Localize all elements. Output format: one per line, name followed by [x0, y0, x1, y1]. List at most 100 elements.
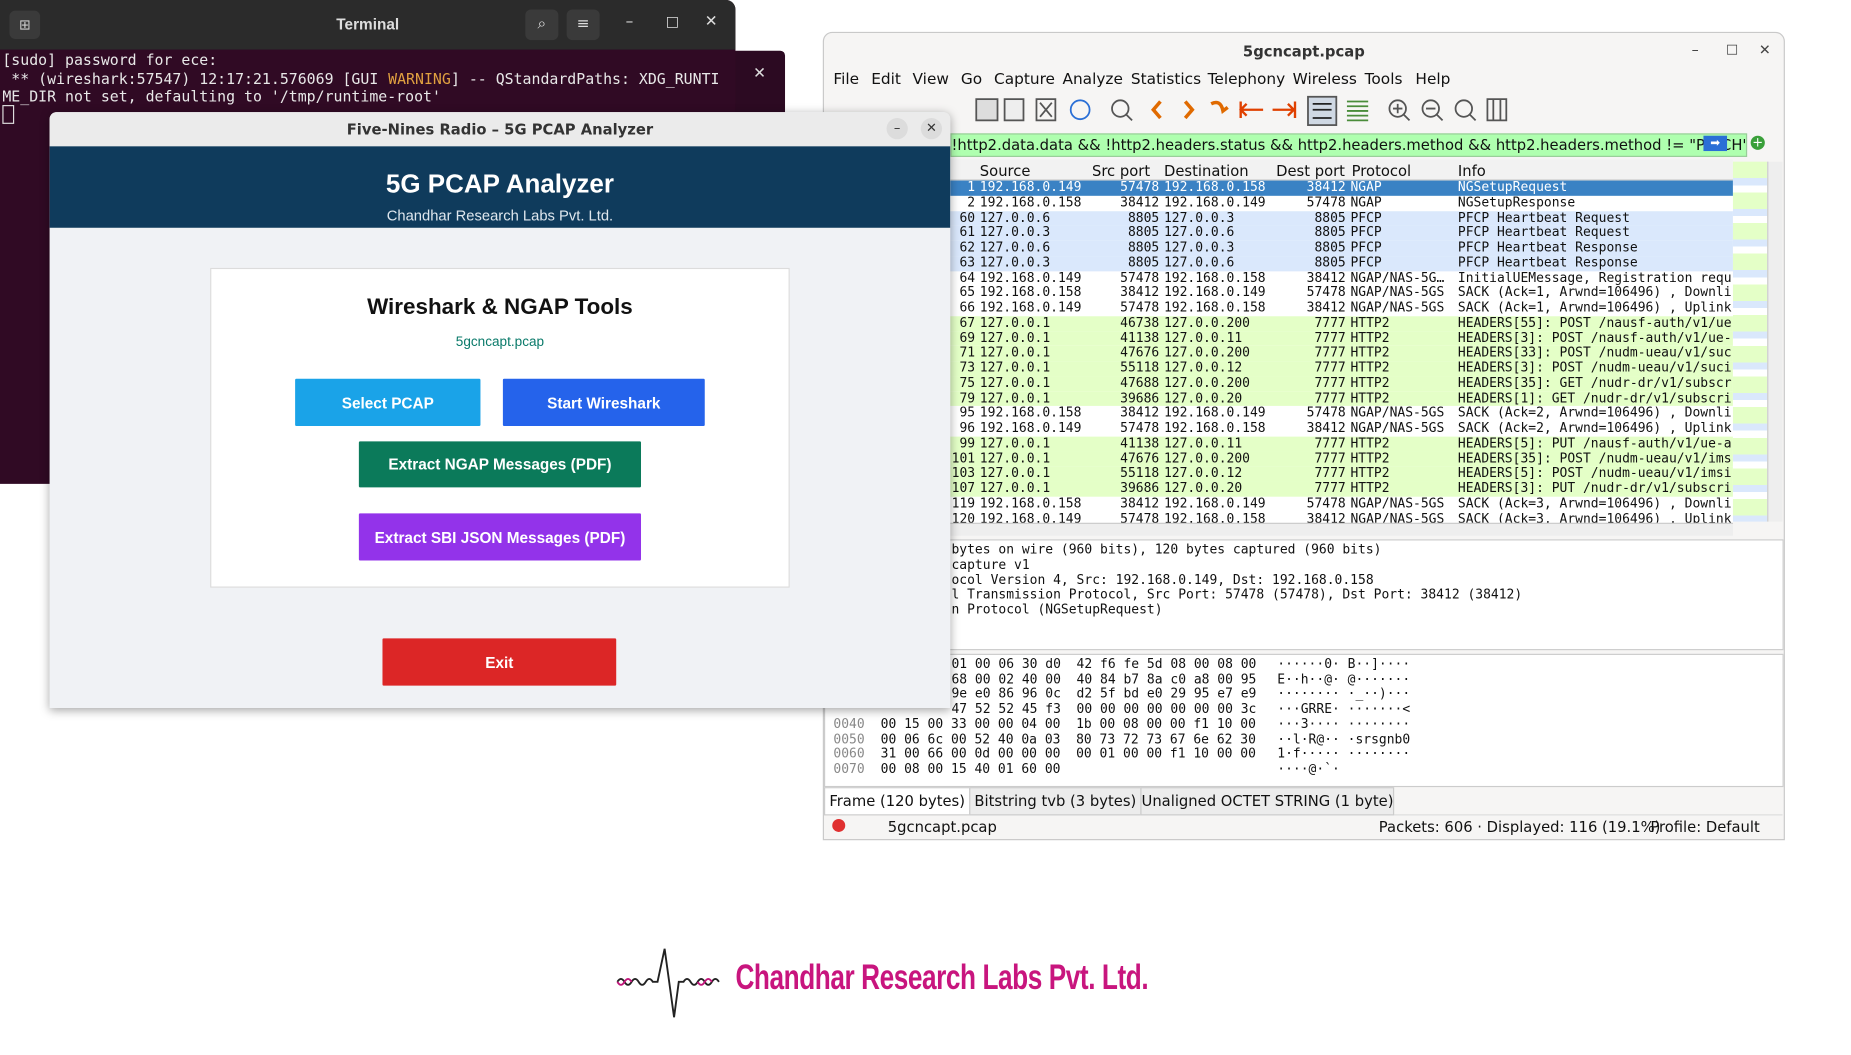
minimize-button[interactable]: – — [625, 12, 634, 31]
packet-row[interactable]: 99 127.0.0.1 41138 127.0.0.11 7777 HTTP2 HEADE… — [823, 435, 1733, 452]
hex-ascii: ··l·R@·· ·srsgnb0 — [1277, 731, 1411, 747]
close-button[interactable]: ✕ — [753, 64, 767, 83]
packet-cell: 192.168.0.158 — [979, 495, 1082, 511]
packet-cell: 41138 — [1120, 435, 1160, 451]
close-button[interactable]: ✕ — [1758, 41, 1771, 58]
packet-row[interactable]: 107 127.0.0.1 39686 127.0.0.20 7777 HTTP2 HEAD… — [823, 480, 1733, 497]
close-button[interactable]: ✕ — [704, 12, 718, 31]
hex-ascii: 1·f····· ········ — [1277, 746, 1411, 762]
maximize-button[interactable]: □ — [1725, 41, 1739, 57]
packet-cell: 127.0.0.20 — [1163, 390, 1243, 406]
menu-icon[interactable]: ≡ — [566, 9, 600, 41]
menu-item[interactable]: Edit — [871, 70, 901, 89]
detail-line: ocol Version 4, Src: 192.168.0.149, Dst:… — [951, 571, 1374, 588]
packet-cell: 67 — [959, 314, 976, 331]
packet-cell: 127.0.0.1 — [979, 344, 1051, 361]
packet-row[interactable]: 73 127.0.0.1 55118 127.0.0.12 7777 HTTP2 HEADE… — [823, 359, 1733, 377]
packet-cell: 39686 — [1120, 480, 1160, 496]
packet-cell: 127.0.0.1 — [979, 329, 1051, 346]
menu-item[interactable]: Wireless — [1292, 70, 1357, 89]
packet-row[interactable]: 95 192.168.0.158 38412 192.168.0.149 57478 NG… — [823, 405, 1733, 422]
packet-row[interactable]: 71 127.0.0.1 47676 127.0.0.200 7777 HTTP2 HEAD… — [823, 344, 1733, 362]
packet-cell: HEADERS[3]: PUT /nudr-dr/v1/subscri — [1457, 480, 1732, 496]
h-scrollbar[interactable] — [823, 522, 1733, 536]
scrollbar[interactable] — [1767, 161, 1783, 522]
maximize-button[interactable]: □ — [665, 12, 680, 30]
packet-cell: 73 — [959, 359, 976, 376]
start-wireshark-button[interactable]: Start Wireshark — [502, 378, 705, 427]
packet-row[interactable]: 67 127.0.0.1 46738 127.0.0.200 7777 HTTP2 HEAD… — [823, 314, 1733, 332]
packet-row[interactable]: 61 127.0.0.3 8805 127.0.0.6 8805 PFCP PFCP Hea… — [823, 224, 1733, 241]
packet-row[interactable]: 63 127.0.0.3 8805 127.0.0.6 8805 PFCP PFCP Hea… — [823, 254, 1733, 271]
column-header[interactable]: Source — [979, 161, 1031, 180]
filter-bar[interactable]: !http2.data.data && !http2.headers.statu… — [950, 133, 1748, 157]
packet-row[interactable]: 1 192.168.0.149 57478 192.168.0.158 38412 NGA… — [823, 180, 1733, 196]
hex-offset: 0070 — [833, 761, 865, 777]
packet-row[interactable]: 69 127.0.0.1 41138 127.0.0.11 7777 HTTP2 HEADE… — [823, 329, 1733, 347]
packet-row[interactable]: 66 192.168.0.149 57478 192.168.0.158 38412 NG… — [823, 300, 1733, 316]
packet-row[interactable]: 79 127.0.0.1 39686 127.0.0.20 7777 HTTP2 HEADE… — [823, 390, 1733, 407]
packet-row[interactable]: 119 192.168.0.158 38412 192.168.0.149 57478 N… — [823, 495, 1733, 512]
menu-item[interactable]: Tools — [1364, 70, 1403, 89]
menu-item[interactable]: View — [912, 70, 949, 89]
packet-row[interactable]: 60 127.0.0.6 8805 127.0.0.3 8805 PFCP PFCP Hea… — [823, 210, 1733, 226]
column-header[interactable]: Info — [1457, 161, 1486, 180]
toolbar-icons[interactable] — [975, 95, 1508, 126]
select-pcap-button[interactable]: Select PCAP — [295, 378, 481, 427]
close-button[interactable]: ✕ — [920, 118, 943, 140]
menu-item[interactable]: Statistics — [1130, 70, 1202, 89]
hex-bytes: 00 08 00 15 40 01 60 00 — [880, 761, 1061, 777]
menu-item[interactable]: Analyze — [1062, 70, 1123, 89]
packet-cell: HTTP2 — [1350, 359, 1390, 376]
byte-tab[interactable]: Frame (120 bytes) — [823, 787, 971, 816]
hex-ascii: ········ ·_··)··· — [1277, 686, 1411, 702]
titlebar — [49, 112, 951, 147]
packet-row[interactable]: 96 192.168.0.149 57478 192.168.0.158 38412 NG… — [823, 420, 1733, 437]
packet-cell: 95 — [959, 405, 976, 421]
packet-cell: 120 — [951, 510, 976, 526]
menu-item[interactable]: Go — [960, 70, 983, 89]
column-header[interactable]: Destination — [1163, 161, 1249, 180]
packet-cell: 192.168.0.158 — [1163, 269, 1266, 285]
packet-list: 1 192.168.0.149 57478 192.168.0.158 38412 NGA… — [823, 180, 1733, 526]
exit-button[interactable]: Exit — [382, 638, 617, 686]
packet-cell: 38412 — [1306, 180, 1346, 195]
packet-cell: 64 — [959, 269, 976, 285]
packet-cell: SACK (Ack=2, Arwnd=106496) , Downli — [1457, 405, 1732, 421]
packet-cell: 8805 — [1314, 224, 1346, 240]
packet-row[interactable]: 65 192.168.0.158 38412 192.168.0.149 57478 NG… — [823, 285, 1733, 301]
packet-cell: HTTP2 — [1350, 329, 1390, 346]
packet-cell: 47676 — [1120, 344, 1160, 361]
minimize-button[interactable]: – — [886, 118, 908, 140]
packet-cell: 46738 — [1120, 314, 1160, 331]
menu-item[interactable]: Telephony — [1207, 70, 1286, 89]
new-tab-icon[interactable]: ⊞ — [9, 10, 41, 39]
packet-cell: NGSetupResponse — [1457, 194, 1576, 210]
packet-row[interactable]: 75 127.0.0.1 47688 127.0.0.200 7777 HTTP2 HEAD… — [823, 375, 1733, 392]
packet-cell: PFCP — [1350, 254, 1382, 270]
apply-filter[interactable]: ➡ — [1703, 135, 1728, 152]
packet-row[interactable]: 103 127.0.0.1 55118 127.0.0.12 7777 HTTP2 HEAD… — [823, 466, 1733, 482]
add-filter[interactable]: + — [1750, 134, 1765, 150]
menu-item[interactable]: File — [833, 70, 860, 89]
byte-tab[interactable]: Unaligned OCTET STRING (1 byte) — [1140, 787, 1395, 816]
packet-cell: 8805 — [1314, 239, 1346, 255]
byte-tab[interactable]: Bitstring tvb (3 bytes) — [969, 787, 1142, 816]
packet-row[interactable]: 2 192.168.0.158 38412 192.168.0.149 57478 NGA… — [823, 194, 1733, 211]
column-header[interactable]: Protocol — [1351, 161, 1412, 180]
column-header[interactable]: Src port — [1091, 161, 1151, 180]
column-header[interactable]: Dest port — [1276, 161, 1345, 180]
minimize-button[interactable]: – — [1691, 41, 1699, 58]
menu-item[interactable]: Help — [1415, 70, 1451, 89]
extract-ngap-button[interactable]: Extract NGAP Messages (PDF) — [358, 441, 642, 488]
packet-cell: 79 — [959, 390, 976, 406]
packet-row[interactable]: 101 127.0.0.1 47676 127.0.0.200 7777 HTTP2 HEA… — [823, 450, 1733, 467]
packet-row[interactable]: 64 192.168.0.149 57478 192.168.0.158 38412 NG… — [823, 269, 1733, 286]
extract-sbi-button[interactable]: Extract SBI JSON Messages (PDF) — [358, 513, 642, 561]
packet-row[interactable]: 120 192.168.0.149 57478 192.168.0.158 38412 N… — [823, 510, 1733, 526]
packet-cell: 127.0.0.11 — [1163, 435, 1243, 451]
menu-item[interactable]: Capture — [993, 70, 1056, 89]
packet-row[interactable]: 62 127.0.0.6 8805 127.0.0.3 8805 PFCP PFCP Hea… — [823, 239, 1733, 256]
search-icon[interactable]: ⌕ — [525, 9, 559, 41]
packet-bytes: 01 00 06 30 d0 42 f6 fe 5d 08 00 08 00 ··… — [823, 653, 1784, 788]
